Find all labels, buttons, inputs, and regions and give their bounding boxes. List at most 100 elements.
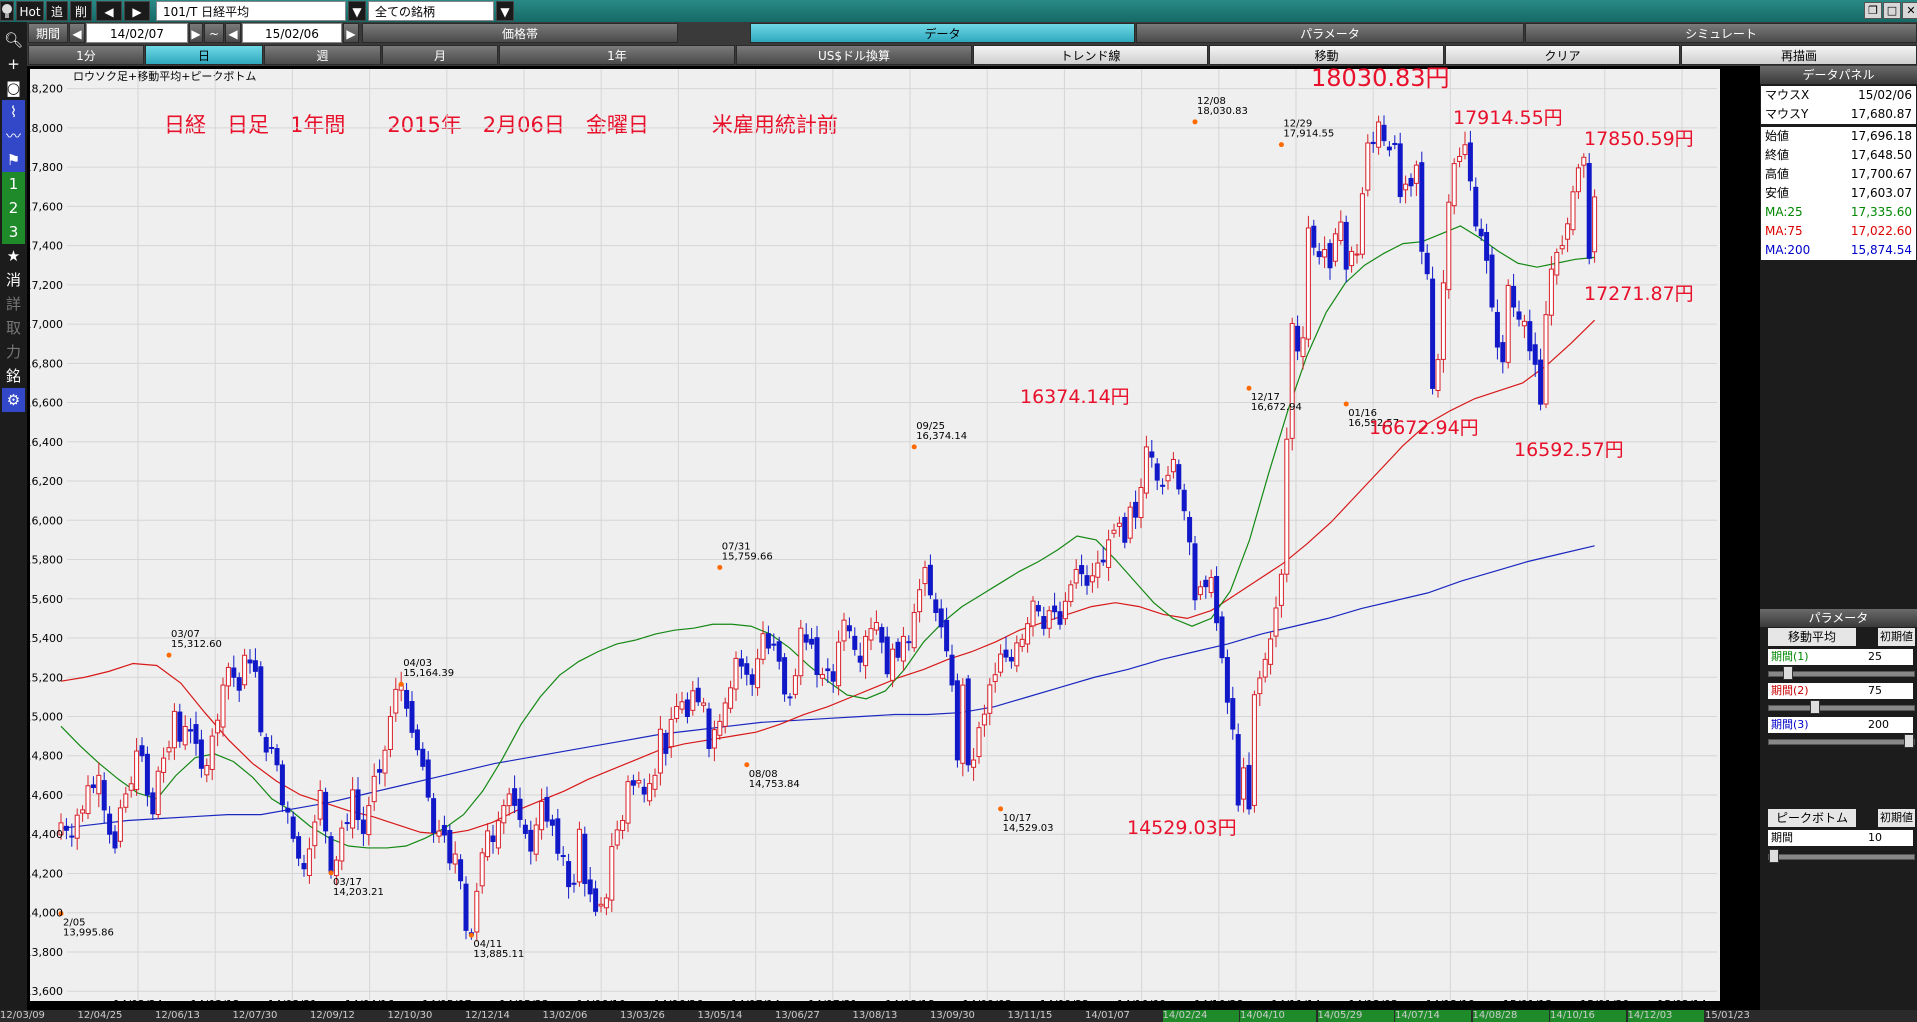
view-tab-3[interactable]: 週 bbox=[264, 45, 381, 65]
flag-icon[interactable]: ⚑ bbox=[2, 148, 25, 172]
view-tab-4[interactable]: 月 bbox=[382, 45, 498, 65]
left-tool-10[interactable]: ★ bbox=[6, 247, 21, 265]
market-select[interactable]: 全ての銘柄 bbox=[368, 1, 494, 21]
candle-147 bbox=[852, 627, 858, 656]
view-tab-2[interactable]: 日 bbox=[145, 45, 263, 65]
left-tool-15[interactable]: 銘 bbox=[5, 367, 21, 385]
chart-line-alt-icon[interactable]: 〰 bbox=[2, 124, 25, 148]
date-to-next-button[interactable]: ▶ bbox=[343, 23, 359, 43]
next-symbol-button[interactable]: ▶ bbox=[124, 1, 150, 21]
left-tool-8[interactable]: 2 bbox=[2, 196, 25, 220]
candle-body bbox=[1154, 463, 1160, 481]
period-slider-knob[interactable] bbox=[1904, 734, 1914, 748]
view-tab-8[interactable]: 移動 bbox=[1209, 45, 1444, 65]
date-to-prev-button[interactable]: ◀ bbox=[225, 23, 241, 43]
peak-dot bbox=[717, 564, 723, 570]
candle-body bbox=[944, 619, 950, 652]
candle-169 bbox=[971, 747, 977, 781]
period-slider-2[interactable] bbox=[1768, 700, 1915, 714]
maximize-icon[interactable]: □ bbox=[1883, 2, 1901, 19]
candle-209 bbox=[1187, 511, 1193, 556]
period-value[interactable]: 25 bbox=[1868, 650, 1882, 663]
period-slider-3[interactable] bbox=[1768, 734, 1915, 748]
camera-icon[interactable]: ◙ bbox=[6, 79, 21, 97]
candle-body bbox=[323, 791, 329, 832]
gear-icon[interactable]: ⚙ bbox=[2, 388, 25, 412]
candle-body bbox=[922, 567, 928, 585]
view-tab-7[interactable]: トレンド線 bbox=[973, 45, 1208, 65]
date-from-prev-button[interactable]: ◀ bbox=[69, 23, 85, 43]
period-value[interactable]: 200 bbox=[1868, 718, 1889, 731]
left-tool-7[interactable]: 1 bbox=[2, 172, 25, 196]
period-slider-1[interactable] bbox=[1768, 666, 1915, 680]
market-dropdown-icon[interactable]: ▼ bbox=[496, 1, 514, 21]
prev-symbol-button[interactable]: ◀ bbox=[96, 1, 122, 21]
candle-176 bbox=[1008, 649, 1014, 669]
peak-slider-knob[interactable] bbox=[1769, 849, 1779, 863]
view-tab-1[interactable]: 1分 bbox=[28, 45, 144, 65]
view-tab-6[interactable]: US$ドル換算 bbox=[736, 45, 972, 65]
y-tick-left: 14,400 bbox=[27, 828, 63, 841]
view-tab-9[interactable]: クリア bbox=[1445, 45, 1680, 65]
candle-body bbox=[1435, 359, 1441, 391]
search-icon[interactable]: 🔍︎ bbox=[3, 31, 24, 49]
data-row-4: 終値 17,648.50 bbox=[1761, 146, 1916, 165]
candle-192 bbox=[1095, 550, 1101, 589]
period-slider-knob[interactable] bbox=[1782, 666, 1793, 680]
hot-button[interactable]: Hot bbox=[16, 1, 44, 21]
date-from-next-button[interactable]: ▶ bbox=[189, 23, 203, 43]
peak-value: 15,164.39 bbox=[403, 668, 454, 679]
peak-init-button[interactable]: 初期値 bbox=[1878, 809, 1915, 827]
chart-line-icon[interactable]: ⌇ bbox=[2, 100, 25, 124]
left-tool-12[interactable]: 詳 bbox=[5, 295, 21, 313]
period-value[interactable]: 75 bbox=[1868, 684, 1882, 697]
candle-body bbox=[1327, 243, 1333, 269]
close-icon[interactable]: ✕ bbox=[1902, 2, 1917, 19]
candle-body bbox=[1316, 251, 1322, 258]
candle-body bbox=[463, 883, 469, 931]
date-from-field[interactable]: 14/02/07 bbox=[86, 23, 188, 43]
candle-13 bbox=[128, 776, 134, 798]
tab-2[interactable]: データ bbox=[750, 23, 1135, 43]
candle-body bbox=[479, 852, 485, 887]
candle-196 bbox=[1116, 516, 1122, 537]
left-tool-9[interactable]: 3 bbox=[2, 220, 25, 244]
candle-11 bbox=[117, 799, 123, 848]
bottom-tick: 13/05/14 bbox=[697, 1010, 743, 1021]
period-slider-knob[interactable] bbox=[1809, 700, 1820, 714]
symbol-dropdown-icon[interactable]: ▼ bbox=[348, 1, 366, 21]
tab-1[interactable]: 価格帯 bbox=[362, 23, 678, 43]
candle-body bbox=[1408, 177, 1414, 187]
candlestick-chart[interactable]: ロウソク足+移動平均+ピークボトム 日経 日足 1年間 2015年 2月06日 … bbox=[25, 64, 1760, 1011]
date-to-field[interactable]: 15/02/06 bbox=[242, 23, 342, 43]
ma-init-button[interactable]: 初期値 bbox=[1878, 628, 1915, 646]
period-label: 期間(2) bbox=[1771, 684, 1809, 697]
candle-83 bbox=[506, 787, 512, 816]
chart-area[interactable]: ロウソク足+移動平均+ピークボトム 日経 日足 1年間 2015年 2月06日 … bbox=[25, 64, 1760, 1011]
candle-93 bbox=[560, 846, 566, 866]
left-tool-11[interactable]: 消 bbox=[5, 271, 21, 289]
restore-icon[interactable]: ❐ bbox=[1864, 2, 1882, 19]
candle-body bbox=[144, 753, 150, 796]
candle-body bbox=[134, 750, 140, 791]
candle-body bbox=[1111, 529, 1117, 534]
delete-button[interactable]: 削 bbox=[70, 1, 92, 21]
forward-button[interactable]: 追 bbox=[46, 1, 68, 21]
left-tool-13[interactable]: 取 bbox=[5, 319, 21, 337]
ma-row-key: MA:25 bbox=[1765, 205, 1803, 219]
tab-3[interactable]: パラメータ bbox=[1136, 23, 1524, 43]
candle-body bbox=[1224, 656, 1230, 703]
view-tab-10[interactable]: 再描画 bbox=[1681, 45, 1917, 65]
symbol-field[interactable]: 101/T 日経平均 bbox=[156, 1, 346, 21]
peak-slider[interactable] bbox=[1768, 849, 1915, 863]
left-tool-14[interactable]: 力 bbox=[5, 343, 21, 361]
tab-4[interactable]: シミュレート bbox=[1525, 23, 1917, 43]
candle-21 bbox=[171, 703, 177, 760]
view-tab-5[interactable]: 1年 bbox=[499, 45, 735, 65]
candle-body bbox=[765, 633, 771, 649]
bulb-icon[interactable] bbox=[0, 1, 14, 21]
plus-icon[interactable]: + bbox=[7, 55, 20, 73]
bottom-tick: 14/01/07 bbox=[1085, 1010, 1130, 1021]
bottom-tick: 12/04/25 bbox=[77, 1010, 123, 1021]
peak-period-value[interactable]: 10 bbox=[1868, 831, 1882, 844]
